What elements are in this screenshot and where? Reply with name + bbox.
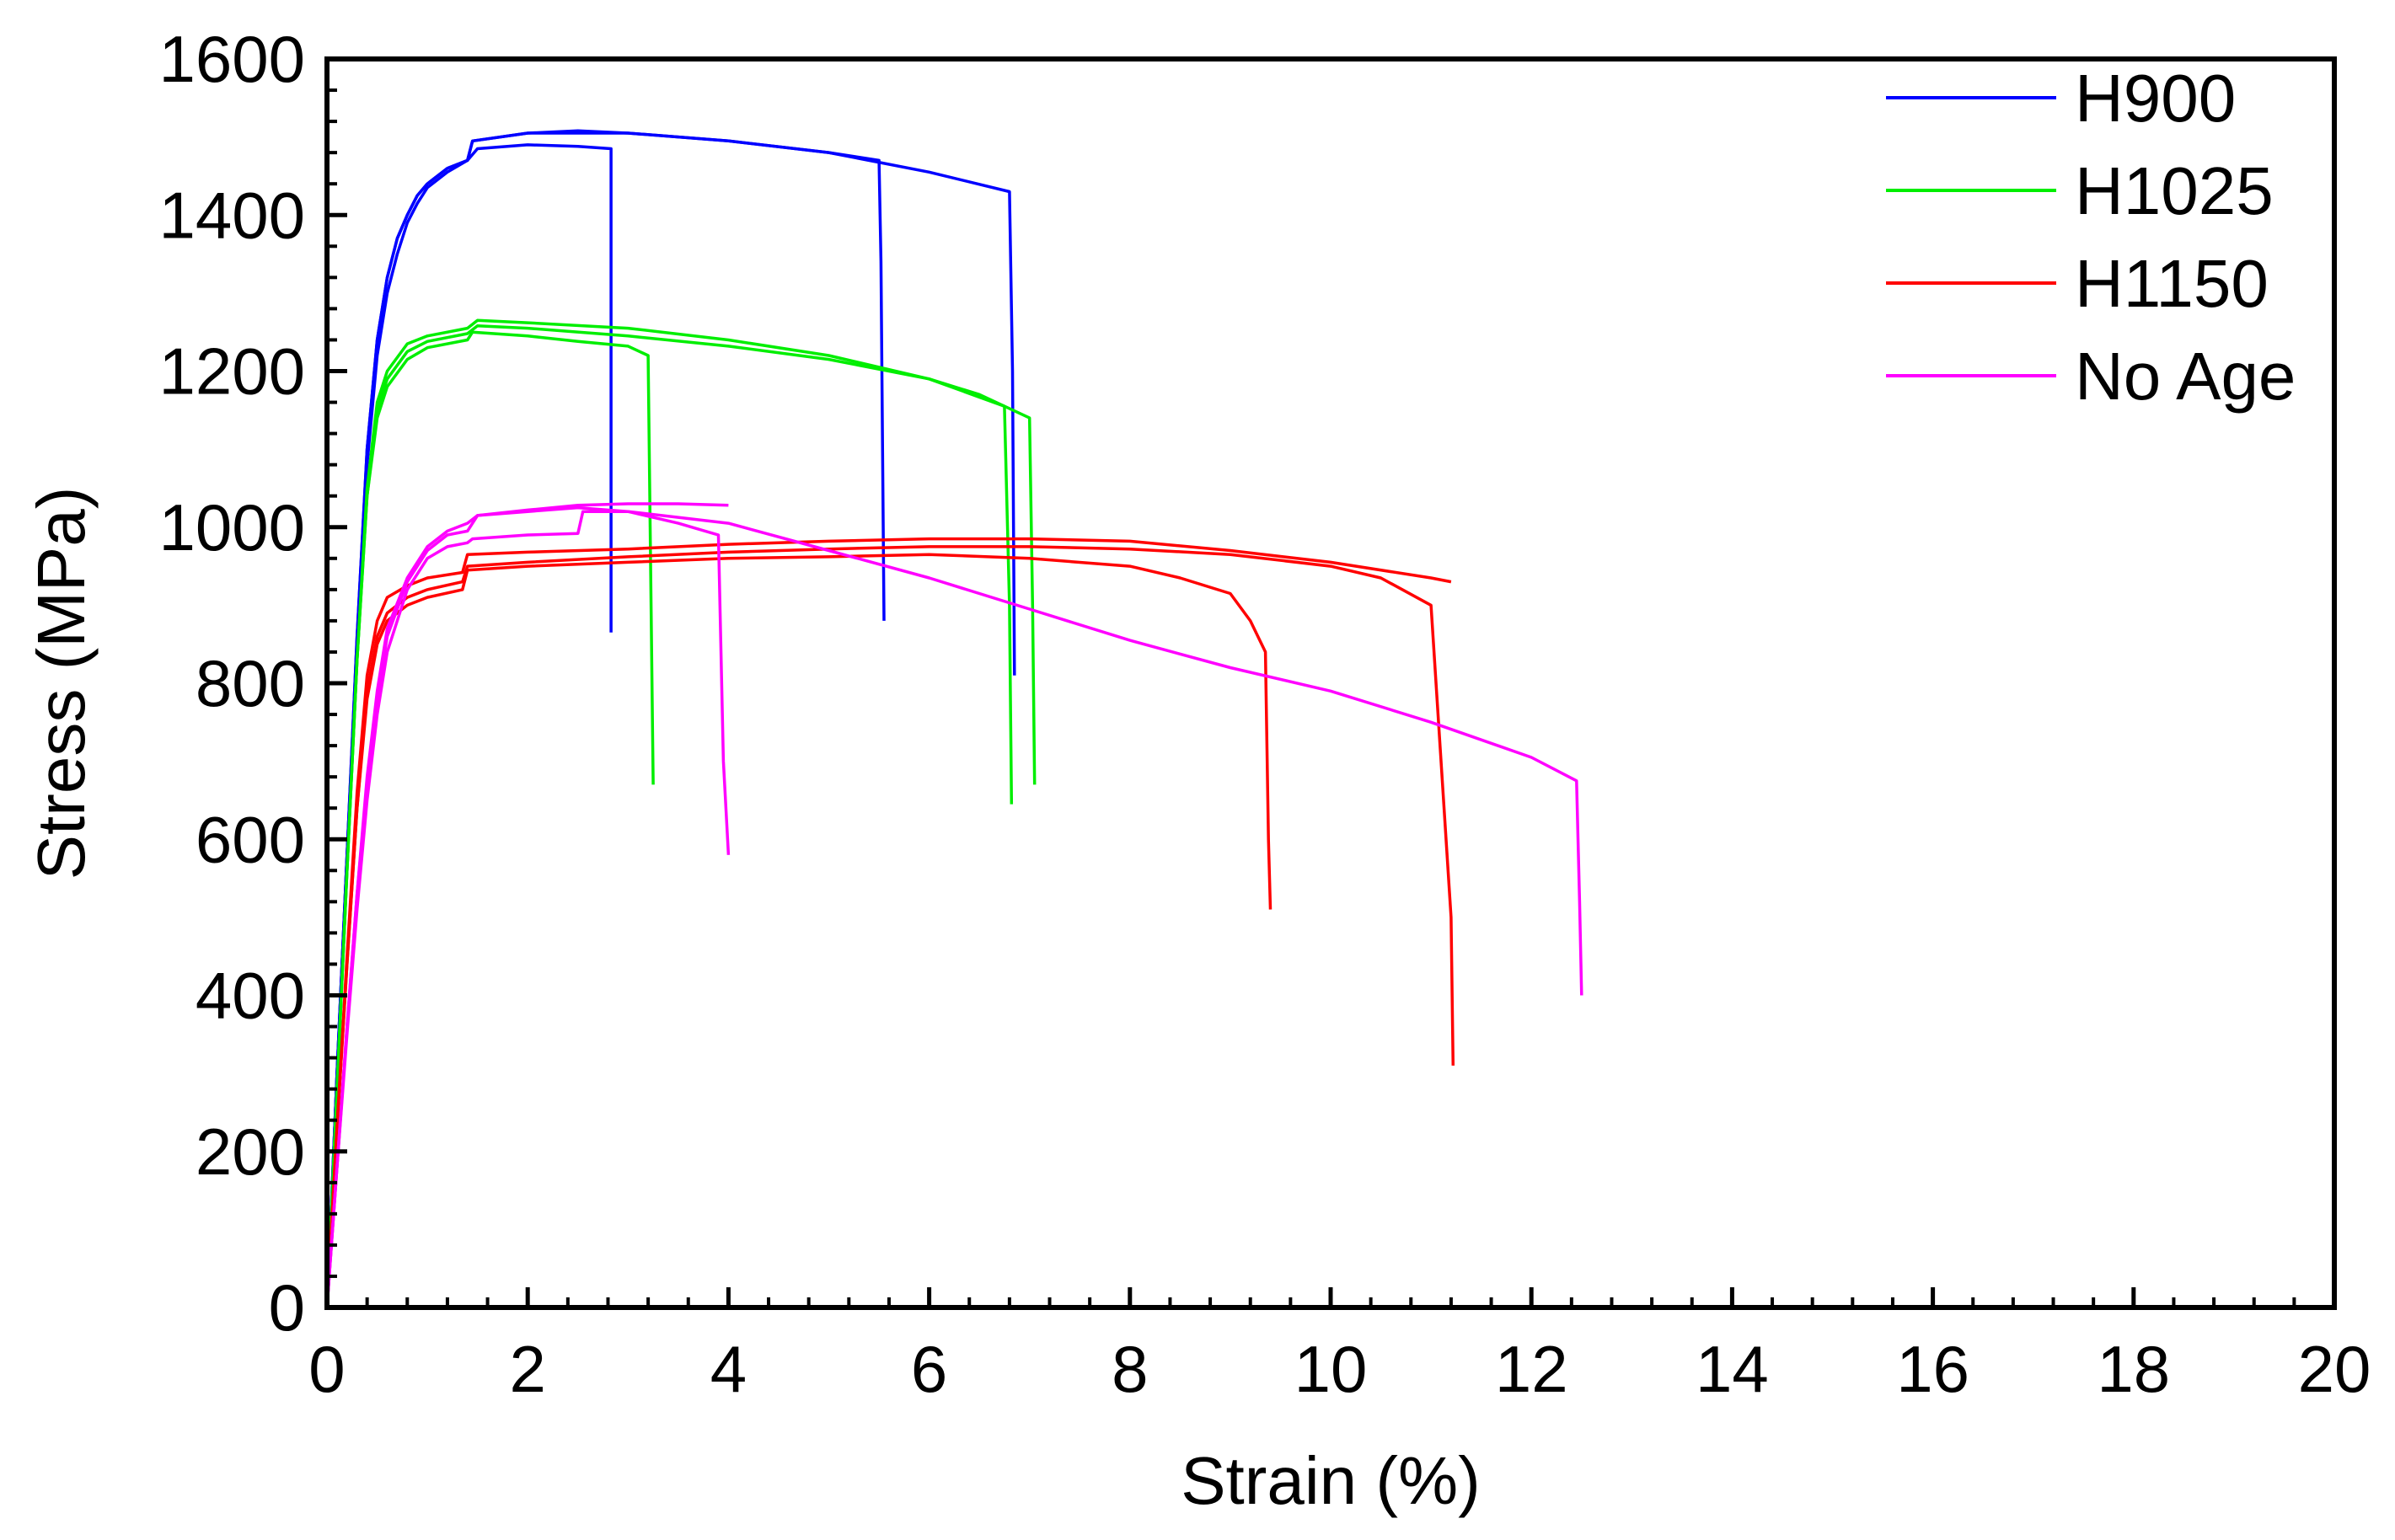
- x-tick-label: 6: [911, 1332, 947, 1406]
- x-tick-label: 20: [2298, 1332, 2371, 1406]
- series-line-h900-1: [325, 129, 886, 1308]
- x-axis-title: Strain (%): [1181, 1443, 1481, 1518]
- series-line-h1150-8: [325, 537, 1452, 1308]
- series-line-h1025-3: [325, 330, 655, 1308]
- y-tick-label: 600: [196, 802, 305, 876]
- y-axis-title: Stress (MPa): [24, 487, 99, 880]
- x-tick-label: 10: [1294, 1332, 1368, 1406]
- y-tick-label: 0: [269, 1270, 305, 1345]
- plot-frame: [324, 56, 2337, 1310]
- x-tick-label: 14: [1696, 1332, 1769, 1406]
- x-tick-label: 2: [510, 1332, 546, 1406]
- axis-ticks: 0 2 4 6 8 10 12 14 16 18 2002004006008001000120014…: [158, 22, 2371, 1406]
- series-line-no-age-11: [325, 505, 1583, 1308]
- plot-area: [325, 129, 1583, 1308]
- legend-label-no-age: No Age: [2075, 339, 2296, 414]
- legend: H900 H1025 H1150 No Age: [1886, 61, 2296, 414]
- series-line-h1025-4: [325, 324, 1014, 1308]
- x-tick-label: 12: [1495, 1332, 1568, 1406]
- y-tick-label: 400: [196, 959, 305, 1033]
- y-tick-label: 200: [196, 1115, 305, 1189]
- series-line-h1150-6: [325, 553, 1273, 1308]
- legend-label-h900: H900: [2075, 61, 2236, 136]
- series-line-h1150-7: [325, 545, 1455, 1308]
- x-tick-label: 8: [1112, 1332, 1148, 1406]
- series-line-h1025-5: [325, 318, 1037, 1308]
- x-tick-label: 4: [710, 1332, 747, 1406]
- x-tick-label: 16: [1896, 1332, 1969, 1406]
- y-tick-label: 1000: [158, 490, 305, 564]
- x-tick-label: 0: [308, 1332, 345, 1406]
- y-tick-label: 1200: [158, 334, 305, 409]
- y-tick-label: 1600: [158, 22, 305, 96]
- y-tick-label: 1400: [158, 178, 305, 252]
- series-line-h900-0: [325, 143, 613, 1308]
- legend-label-h1150: H1150: [2075, 246, 2269, 321]
- legend-label-h1025: H1025: [2075, 153, 2274, 228]
- series-line-h900-2: [325, 131, 1016, 1308]
- x-tick-label: 18: [2097, 1332, 2170, 1406]
- y-tick-label: 800: [196, 646, 305, 720]
